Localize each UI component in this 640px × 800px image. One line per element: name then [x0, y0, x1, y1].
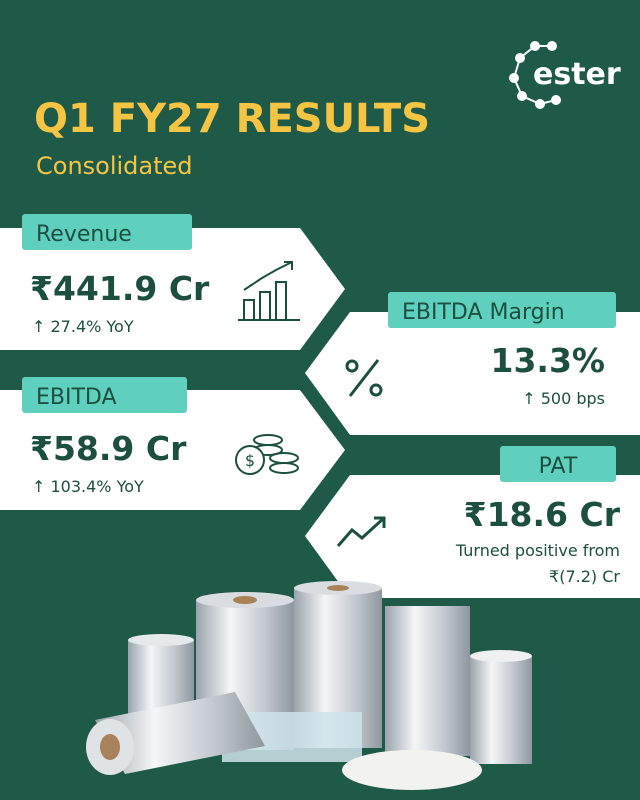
growth-icon	[238, 261, 300, 321]
card-change: ↑ 103.4% YoY	[32, 477, 144, 496]
card-change: ↑ 500 bps	[522, 389, 605, 408]
svg-text:$: $	[245, 451, 255, 470]
card-tag	[22, 377, 187, 413]
card-tag	[388, 292, 616, 328]
card	[305, 475, 640, 598]
card	[0, 390, 345, 510]
card-tag	[500, 446, 616, 482]
card-tag	[22, 214, 192, 250]
card-value: ₹58.9 Cr	[30, 429, 187, 468]
card-label: PAT	[539, 454, 578, 479]
card-label: EBITDA	[36, 385, 117, 410]
card-label: EBITDA Margin	[402, 300, 565, 325]
card	[305, 312, 640, 435]
card-value: 13.3%	[491, 341, 606, 380]
card-change: ↑ 27.4% YoY	[32, 317, 134, 336]
subtitle: Consolidated	[36, 152, 193, 180]
card-label: Revenue	[36, 222, 132, 247]
title: Q1 FY27 RESULTS	[34, 96, 430, 142]
card-change: Turned positive from	[455, 541, 620, 560]
coins-icon: $	[235, 434, 299, 475]
logo	[509, 41, 561, 109]
card-value: ₹18.6 Cr	[464, 495, 621, 534]
trend-icon	[336, 516, 386, 547]
card-value: ₹441.9 Cr	[30, 269, 210, 308]
logo-text: ester	[533, 57, 621, 92]
product-image	[86, 581, 532, 790]
percent-icon	[345, 359, 383, 397]
card-change: ₹(7.2) Cr	[549, 567, 620, 586]
